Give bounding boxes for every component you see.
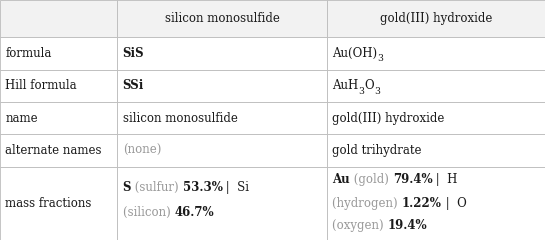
Bar <box>117 102 327 134</box>
Text: gold(III) hydroxide: gold(III) hydroxide <box>332 112 445 125</box>
Text: (sulfur): (sulfur) <box>131 181 183 194</box>
Bar <box>327 70 545 102</box>
Bar <box>327 102 545 134</box>
Text: mass fractions: mass fractions <box>5 197 92 210</box>
Text: gold trihydrate: gold trihydrate <box>332 144 422 157</box>
Text: 53.3%: 53.3% <box>183 181 222 194</box>
Text: |  H: | H <box>432 174 458 186</box>
Text: Au(OH): Au(OH) <box>332 47 378 60</box>
Text: 46.7%: 46.7% <box>174 206 214 219</box>
Text: silicon monosulfide: silicon monosulfide <box>123 112 238 125</box>
Text: alternate names: alternate names <box>5 144 102 157</box>
Text: formula: formula <box>5 47 52 60</box>
Text: SSi: SSi <box>123 79 144 92</box>
Text: |  O: | O <box>441 197 467 210</box>
Bar <box>0 70 117 102</box>
Bar <box>117 134 327 167</box>
Text: gold(III) hydroxide: gold(III) hydroxide <box>380 12 492 25</box>
Text: Au: Au <box>332 174 350 186</box>
Bar <box>0 102 117 134</box>
Bar <box>327 134 545 167</box>
Bar <box>327 167 545 240</box>
Text: 3: 3 <box>378 54 384 63</box>
Bar <box>0 37 117 70</box>
Text: 1.22%: 1.22% <box>402 197 441 210</box>
Bar <box>117 37 327 70</box>
Text: name: name <box>5 112 38 125</box>
Text: 3: 3 <box>359 87 365 96</box>
Text: (silicon): (silicon) <box>123 206 174 219</box>
Text: 3: 3 <box>374 87 380 96</box>
Text: (none): (none) <box>123 144 161 157</box>
Text: AuH: AuH <box>332 79 359 92</box>
Text: 19.4%: 19.4% <box>388 219 427 232</box>
Text: S: S <box>123 181 131 194</box>
Text: (hydrogen): (hydrogen) <box>332 197 402 210</box>
Bar <box>117 0 327 37</box>
Text: SiS: SiS <box>123 47 144 60</box>
Text: 79.4%: 79.4% <box>393 174 432 186</box>
Text: (gold): (gold) <box>350 174 393 186</box>
Text: (oxygen): (oxygen) <box>332 219 388 232</box>
Bar <box>327 37 545 70</box>
Bar <box>0 0 117 37</box>
Bar <box>117 70 327 102</box>
Text: O: O <box>365 79 374 92</box>
Bar <box>0 167 117 240</box>
Text: silicon monosulfide: silicon monosulfide <box>165 12 280 25</box>
Bar <box>0 134 117 167</box>
Text: Hill formula: Hill formula <box>5 79 77 92</box>
Bar <box>327 0 545 37</box>
Text: |  Si: | Si <box>222 181 250 194</box>
Bar <box>117 167 327 240</box>
